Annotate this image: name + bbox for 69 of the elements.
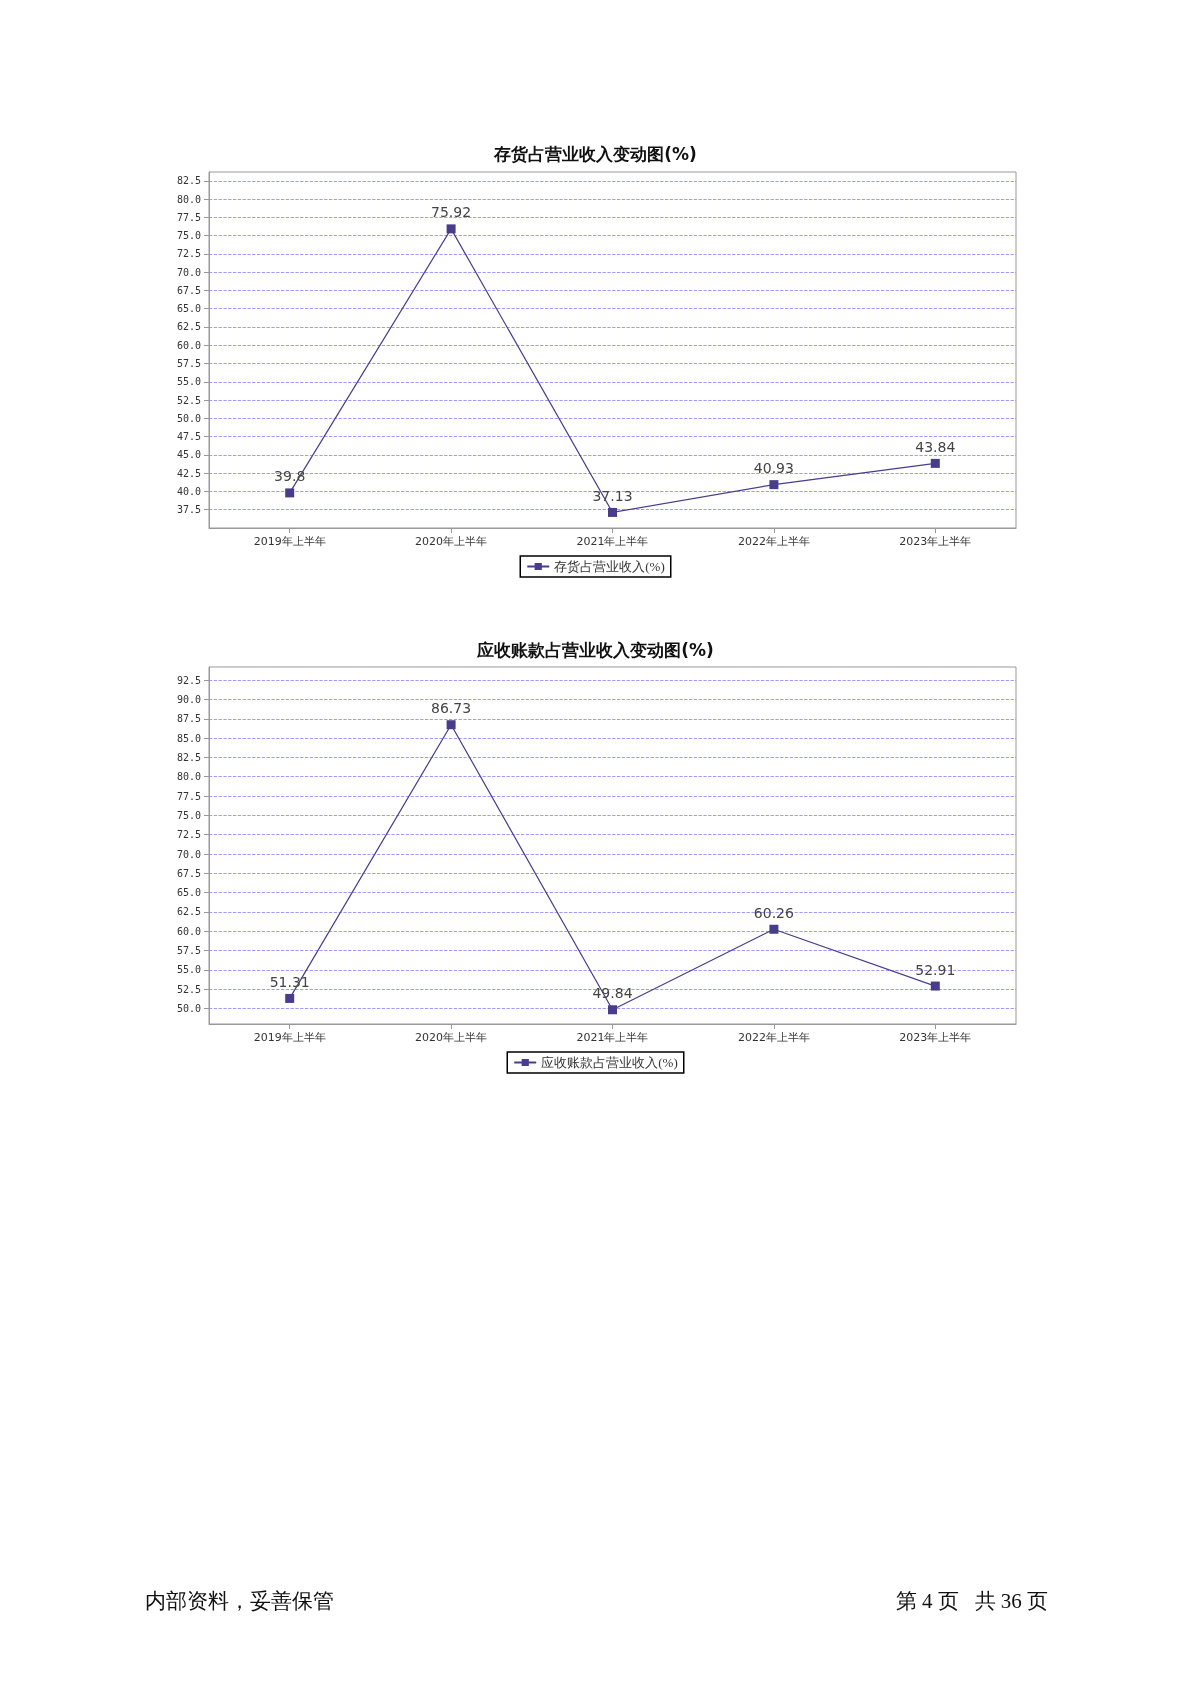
y-tick-label: 47.5 bbox=[176, 431, 201, 443]
y-tick-label: 87.5 bbox=[176, 713, 201, 725]
y-tick-label: 85.0 bbox=[176, 732, 201, 744]
legend-label: 应收账款占营业收入(%) bbox=[541, 1055, 678, 1070]
y-tick-label: 82.5 bbox=[176, 175, 201, 187]
data-label: 40.93 bbox=[753, 460, 794, 477]
y-tick-label: 72.5 bbox=[176, 829, 201, 841]
y-tick-label: 77.5 bbox=[176, 211, 201, 223]
x-tick-label: 2023年上半年 bbox=[899, 1031, 972, 1044]
y-tick-label: 90.0 bbox=[176, 693, 201, 705]
y-tick-label: 37.5 bbox=[176, 504, 201, 516]
point bbox=[446, 720, 456, 730]
x-tick-label: 2020年上半年 bbox=[415, 1031, 488, 1044]
y-tick-label: 82.5 bbox=[176, 751, 201, 763]
x-tick-label: 2021年上半年 bbox=[576, 535, 649, 548]
x-tick-label: 2019年上半年 bbox=[253, 535, 326, 548]
y-tick-label: 40.0 bbox=[176, 485, 201, 497]
y-tick-label: 45.0 bbox=[176, 449, 201, 461]
y-tick-label: 65.0 bbox=[176, 303, 201, 315]
data-label: 75.92 bbox=[431, 204, 472, 221]
y-tick-label: 77.5 bbox=[176, 790, 201, 802]
y-tick-label: 70.0 bbox=[176, 848, 201, 860]
point bbox=[930, 981, 940, 991]
x-tick-label: 2020年上半年 bbox=[415, 535, 488, 548]
point bbox=[285, 488, 295, 498]
y-tick-label: 92.5 bbox=[176, 674, 201, 686]
y-tick-label: 42.5 bbox=[176, 467, 201, 479]
point bbox=[446, 224, 456, 234]
x-tick-label: 2022年上半年 bbox=[737, 535, 810, 548]
data-label: 86.73 bbox=[431, 700, 472, 717]
text: 第 4 页 共 36 页 bbox=[895, 1588, 1048, 1615]
point bbox=[769, 924, 779, 934]
data-label: 52.91 bbox=[915, 961, 956, 978]
chart-title: 应收账款占营业收入变动图(%) bbox=[476, 639, 714, 660]
y-tick-label: 67.5 bbox=[176, 284, 201, 296]
x-tick-label: 2021年上半年 bbox=[576, 1031, 649, 1044]
y-tick-label: 55.0 bbox=[176, 964, 201, 976]
y-tick-label: 75.0 bbox=[176, 809, 201, 821]
x-tick-label: 2023年上半年 bbox=[899, 535, 972, 548]
y-tick-label: 72.5 bbox=[176, 248, 201, 260]
point bbox=[769, 480, 779, 490]
data-label: 43.84 bbox=[915, 438, 956, 455]
y-tick-label: 52.5 bbox=[176, 983, 201, 995]
point bbox=[608, 507, 617, 517]
x-tick-label: 2019年上半年 bbox=[253, 1031, 326, 1044]
y-tick-label: 57.5 bbox=[176, 945, 201, 957]
data-label: 60.26 bbox=[753, 904, 795, 921]
y-tick-label: 67.5 bbox=[176, 867, 201, 879]
y-tick-label: 75.0 bbox=[176, 230, 201, 242]
y-tick-label: 70.0 bbox=[176, 266, 201, 278]
y-tick-label: 80.0 bbox=[176, 771, 201, 783]
y-tick-label: 62.5 bbox=[176, 906, 201, 918]
y-tick-label: 62.5 bbox=[176, 321, 201, 333]
y-tick-label: 60.0 bbox=[176, 925, 201, 937]
text: 内部资料，妥善保管 bbox=[145, 1588, 334, 1615]
y-tick-label: 52.5 bbox=[176, 394, 201, 406]
y-tick-label: 50.0 bbox=[176, 412, 201, 424]
point bbox=[285, 993, 295, 1003]
chart-title: 存货占营业收入变动图(%) bbox=[493, 143, 697, 164]
point bbox=[930, 458, 940, 468]
point bbox=[608, 1005, 617, 1015]
y-tick-label: 55.0 bbox=[176, 376, 201, 388]
y-tick-label: 50.0 bbox=[176, 1003, 201, 1015]
y-tick-label: 65.0 bbox=[176, 887, 201, 899]
y-tick-label: 60.0 bbox=[176, 339, 201, 351]
y-tick-label: 57.5 bbox=[176, 358, 201, 370]
y-tick-label: 80.0 bbox=[176, 193, 201, 205]
legend-label: 存货占营业收入(%) bbox=[554, 559, 665, 574]
x-tick-label: 2022年上半年 bbox=[737, 1031, 810, 1044]
